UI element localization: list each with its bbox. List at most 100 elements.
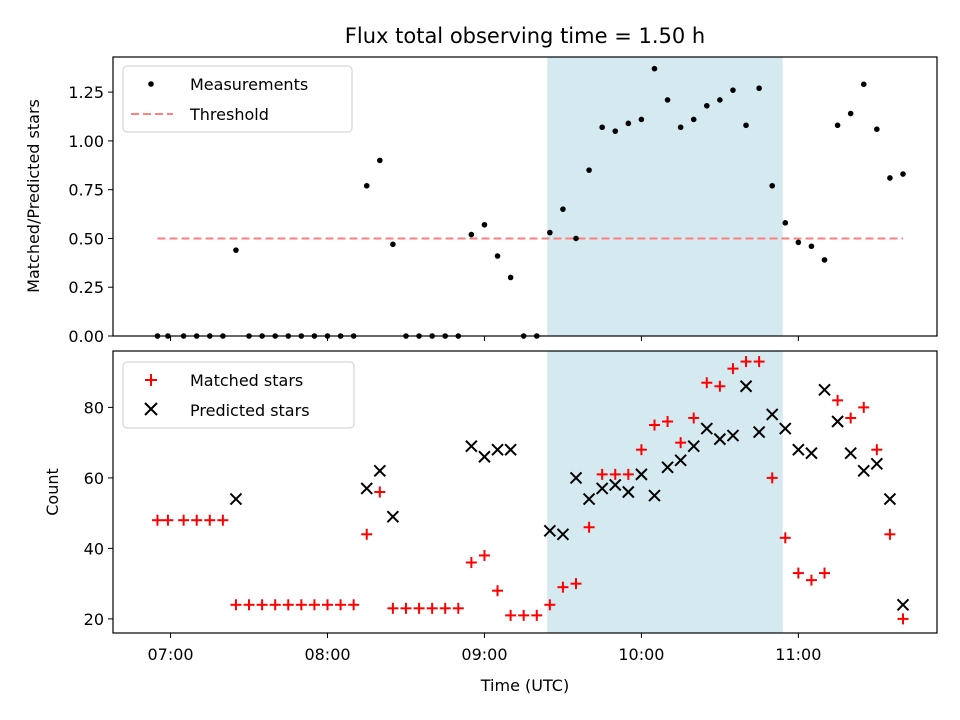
matched-star-point xyxy=(740,356,752,368)
x-stroke xyxy=(870,457,884,471)
matched-star-point xyxy=(230,599,242,611)
predicted-star-point xyxy=(648,489,661,502)
measurement-point xyxy=(573,235,579,242)
predicted-star-point xyxy=(386,510,400,523)
predicted-star-point xyxy=(792,443,805,456)
measurement-point xyxy=(847,110,854,117)
measurement-point xyxy=(233,247,239,253)
legend-threshold-label: Threshold xyxy=(189,105,269,124)
x-tick-label: 08:00 xyxy=(304,645,350,664)
matched-star-point xyxy=(269,599,281,611)
x-stroke xyxy=(700,422,714,435)
x-stroke xyxy=(373,464,387,478)
matched-star-point xyxy=(635,444,647,456)
measurement-point xyxy=(625,120,632,127)
x-stroke xyxy=(896,598,910,612)
predicted-star-point xyxy=(543,524,557,537)
bottom-axes-frame xyxy=(112,350,938,634)
bottom-legend: Matched stars Predicted stars xyxy=(122,361,355,429)
y-tick-label: 20 xyxy=(84,610,104,629)
x-stroke xyxy=(386,510,400,523)
x-stroke xyxy=(739,380,753,393)
predicted-star-point xyxy=(622,485,635,499)
x-stroke xyxy=(818,383,831,396)
measurement-point xyxy=(507,274,514,281)
measurement-point xyxy=(638,116,645,123)
x-tick-label: 10:00 xyxy=(618,645,664,664)
measurement-point xyxy=(887,175,893,181)
x-stroke xyxy=(765,408,779,421)
x-axis-label: Time (UTC) xyxy=(480,676,569,695)
predicted-star-point xyxy=(765,408,779,421)
matched-star-point xyxy=(348,599,360,611)
predicted-star-point xyxy=(739,380,753,393)
predicted-star-point xyxy=(870,457,884,471)
bottom-observing-window-shade xyxy=(547,351,783,633)
matched-star-point xyxy=(662,416,674,427)
predicted-star-point xyxy=(609,478,622,492)
measurement-point xyxy=(494,253,501,259)
matched-star-point xyxy=(622,468,634,480)
x-stroke xyxy=(779,422,792,435)
predicted-star-point xyxy=(504,443,517,456)
x-stroke xyxy=(844,447,857,460)
x-stroke xyxy=(857,464,870,478)
matched-star-point xyxy=(452,602,464,614)
measurement-point xyxy=(900,171,906,177)
x-stroke xyxy=(609,478,622,492)
matched-star-point xyxy=(204,514,216,526)
matched-star-point xyxy=(609,468,621,480)
top-panel: 0.00 0.25 0.50 0.75 1.00 1.25 Matched/Predict… xyxy=(24,56,938,346)
matched-star-point xyxy=(518,609,530,621)
measurement-point xyxy=(704,102,710,109)
predicted-star-points xyxy=(229,380,910,612)
predicted-star-point xyxy=(556,528,570,541)
matched-star-point xyxy=(217,514,229,526)
x-stroke xyxy=(360,482,373,495)
x-stroke xyxy=(635,468,648,481)
measurement-point xyxy=(690,116,697,123)
predicted-star-point xyxy=(373,464,387,478)
x-stroke xyxy=(661,461,674,474)
measurement-point xyxy=(390,241,396,248)
y-tick-label: 0.00 xyxy=(68,327,104,346)
matched-star-point xyxy=(845,412,857,424)
bottom-panel: 20 40 60 80 07:00 08:00 09:00 10:00 11:00 Count… xyxy=(43,350,938,695)
x-stroke xyxy=(713,432,727,446)
matched-star-point xyxy=(648,419,660,431)
matched-star-point xyxy=(505,609,517,621)
measurement-point xyxy=(651,65,658,72)
matched-star-point xyxy=(374,486,386,498)
measurement-point xyxy=(664,97,671,103)
y-tick-label: 0.50 xyxy=(68,229,104,248)
x-tick-label: 09:00 xyxy=(461,645,507,664)
legend-matched-marker xyxy=(145,374,157,386)
measurement-point xyxy=(377,157,383,164)
predicted-star-point xyxy=(229,492,243,506)
measurement-point xyxy=(547,229,553,236)
top-observing-window-shade xyxy=(547,57,783,336)
predicted-star-point xyxy=(883,492,897,506)
matched-star-point xyxy=(779,532,791,544)
matched-star-point xyxy=(295,599,307,611)
legend-predicted-marker xyxy=(144,402,158,416)
measurement-point xyxy=(808,243,815,250)
predicted-star-point xyxy=(635,468,648,481)
x-stroke xyxy=(569,471,583,485)
x-stroke xyxy=(229,492,243,506)
measurement-point xyxy=(677,124,684,131)
x-stroke xyxy=(805,447,818,460)
matched-star-point xyxy=(753,356,765,368)
matched-star-point xyxy=(832,394,844,406)
y-tick-label: 40 xyxy=(84,539,104,558)
matched-star-point xyxy=(727,363,739,375)
x-stroke xyxy=(687,439,700,453)
legend-matched-label: Matched stars xyxy=(190,371,303,390)
matched-star-point xyxy=(439,602,451,614)
matched-star-point xyxy=(361,528,373,540)
y-tick-label: 1.00 xyxy=(68,132,104,151)
measurement-point xyxy=(717,97,723,103)
matched-star-point xyxy=(243,599,255,611)
predicted-star-point xyxy=(687,439,700,453)
